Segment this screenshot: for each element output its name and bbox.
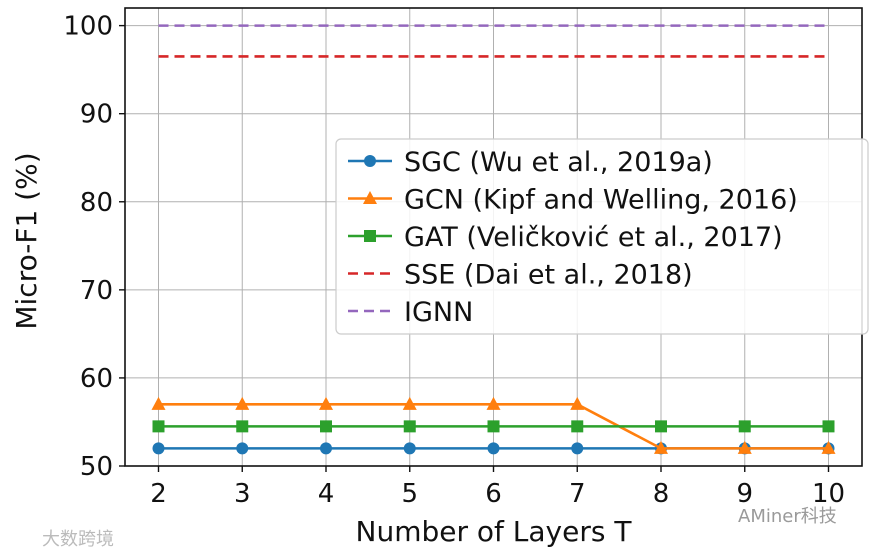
legend: SGC (Wu et al., 2019a) GCN (Kipf and Well… <box>335 138 869 335</box>
series-3 <box>152 420 835 433</box>
x-tick-label: 4 <box>318 479 335 509</box>
legend-label: GCN (Kipf and Welling, 2016) <box>404 185 798 216</box>
axis-ticks: 2 3 4 5 6 7 8 9 10 50 60 70 80 90 100 <box>63 12 845 509</box>
y-tick-label: 60 <box>80 364 113 394</box>
series-2 <box>151 396 836 454</box>
data-point <box>151 396 166 410</box>
y-tick-label: 80 <box>80 188 113 218</box>
data-point <box>152 442 165 455</box>
data-point <box>320 442 332 455</box>
legend-label: SGC (Wu et al., 2019a) <box>404 147 713 178</box>
data-point <box>571 420 584 433</box>
data-point <box>487 420 500 433</box>
x-tick-label: 10 <box>812 479 845 509</box>
x-tick-label: 2 <box>150 479 167 509</box>
data-point <box>486 396 501 410</box>
data-point <box>737 440 752 454</box>
y-tick-label: 90 <box>80 100 113 130</box>
x-tick-label: 3 <box>234 479 251 509</box>
legend-box <box>335 138 869 335</box>
legend-marker <box>364 230 376 242</box>
x-tick-label: 6 <box>485 479 502 509</box>
legend-marker <box>364 155 376 167</box>
y-tick-label: 50 <box>80 452 113 482</box>
data-point <box>403 442 416 455</box>
y-tick-label: 100 <box>63 12 113 42</box>
legend-label: GAT (Veličković et al., 2017) <box>404 222 783 253</box>
data-point <box>822 420 835 433</box>
x-tick-label: 5 <box>401 479 418 509</box>
data-point <box>235 396 250 410</box>
data-point <box>738 420 751 433</box>
data-point <box>319 396 333 410</box>
x-tick-label: 9 <box>736 479 753 509</box>
x-axis-label: Number of Layers T <box>356 515 633 548</box>
legend-marker <box>363 191 377 204</box>
data-point <box>654 440 668 454</box>
data-point <box>403 420 416 433</box>
data-point <box>236 442 249 455</box>
data-point <box>821 440 836 454</box>
data-point <box>570 396 585 410</box>
data-point <box>487 442 500 455</box>
y-axis-label: Micro-F1 (%) <box>10 152 43 329</box>
x-tick-label: 7 <box>569 479 586 509</box>
data-point <box>402 396 417 410</box>
data-point <box>571 442 584 455</box>
legend-label: SSE (Dai et al., 2018) <box>404 260 693 291</box>
watermark-left: 大数跨境 <box>42 529 114 550</box>
watermark-right: AMiner科技 <box>738 506 837 527</box>
data-point <box>655 420 667 433</box>
data-point <box>320 420 332 433</box>
x-tick-label: 8 <box>653 479 670 509</box>
data-point <box>152 420 165 433</box>
series-layer <box>151 24 836 455</box>
data-point <box>236 420 249 433</box>
y-tick-label: 70 <box>80 276 113 306</box>
legend-label: IGNN <box>404 297 473 328</box>
